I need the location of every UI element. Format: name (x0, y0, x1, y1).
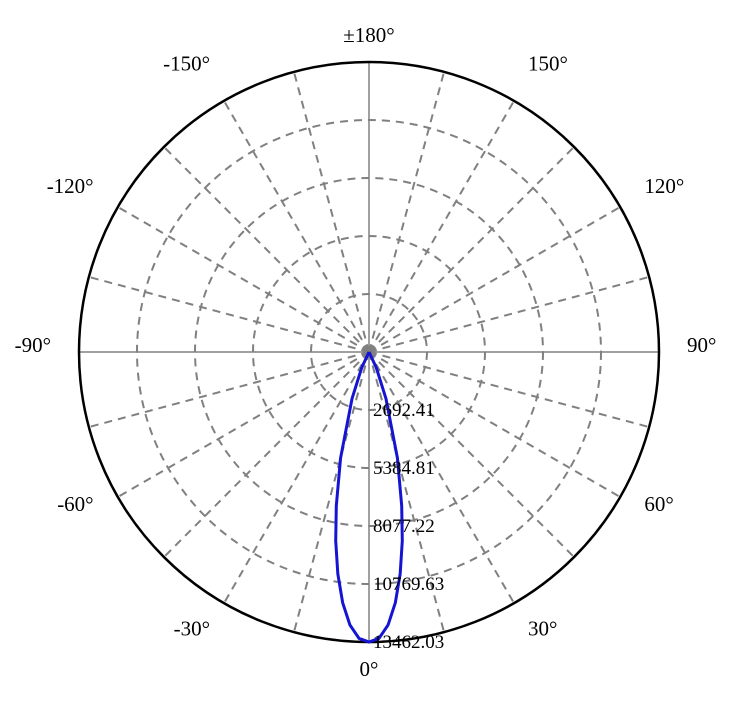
angle-label: 30° (528, 616, 557, 640)
angular-grid-spoke (224, 352, 369, 603)
angular-grid-spoke (164, 147, 369, 352)
angle-label: 60° (644, 492, 673, 516)
angular-grid-spoke (89, 352, 369, 427)
radial-tick-label: 10769.63 (373, 574, 444, 595)
angular-grid-spoke (369, 207, 620, 352)
radial-tick-label: 13462.03 (373, 632, 444, 653)
angle-label: 0° (360, 657, 379, 681)
angular-grid-spoke (294, 352, 369, 632)
angular-grid-spoke (164, 352, 369, 557)
angular-grid-spoke (369, 147, 574, 352)
angular-grid-spoke (118, 352, 369, 497)
radial-tick-label: 5384.81 (373, 458, 435, 479)
angular-grid-spoke (294, 72, 369, 352)
angle-label: -90° (15, 333, 51, 357)
angular-grid-spoke (369, 277, 649, 352)
angular-grid-spoke (89, 277, 369, 352)
angle-label: ±180° (343, 23, 394, 47)
radial-tick-label: 2692.41 (373, 400, 435, 421)
angle-label: -60° (57, 492, 93, 516)
angular-grid-spoke (369, 101, 514, 352)
angle-label: -30° (174, 616, 210, 640)
radial-tick-label: 8077.22 (373, 516, 435, 537)
angle-label: 150° (528, 52, 568, 76)
angular-grid-spoke (224, 101, 369, 352)
angle-label: -150° (163, 52, 210, 76)
angular-grid-spoke (369, 72, 444, 352)
angle-label: 90° (687, 333, 716, 357)
angle-label: 120° (644, 174, 684, 198)
polar-chart: 2692.41 5384.81 8077.22 10769.63 13462.03 ±18… (0, 0, 738, 704)
angular-grid-spoke (118, 207, 369, 352)
angle-label: -120° (47, 174, 94, 198)
